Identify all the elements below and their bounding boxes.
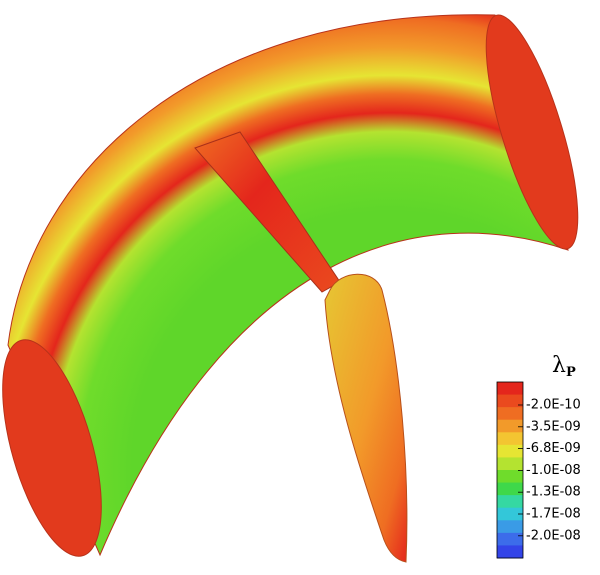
colorbar-step [497,407,523,421]
colorbar-step [497,470,523,484]
duct-surface [7,14,569,557]
legend: λP -2.0E-10 -3.5E-09 -6.8E-09 -1.0E-08 -1.3E… [496,353,581,559]
colorbar-label: -2.0E-08 [526,528,581,543]
legend-subscript: P [566,365,576,380]
colorbar-step [497,394,523,408]
colorbar-step [497,457,523,471]
colorbar-label: -1.7E-08 [526,507,581,522]
colorbar-label: -3.5E-09 [526,419,581,434]
colorbar-step [497,520,523,534]
colorbar-step [497,507,523,521]
colorbar-label: -1.0E-08 [526,463,581,478]
colorbar-step [497,432,523,446]
nacelle [324,273,408,563]
colorbar-step [497,545,523,559]
colorbar-step [497,419,523,433]
duct-end-left [2,339,102,557]
duct-end-right [485,14,579,250]
colorbar-step [497,444,523,458]
colorbar-step [497,495,523,509]
colorbar-step [497,382,523,396]
colorbar-label: -1.3E-08 [526,485,581,500]
colorbar-label: -2.0E-10 [526,398,581,413]
colorbar-label: -6.8E-09 [526,441,581,456]
colorbar-step [497,482,523,496]
legend-symbol: λ [552,353,566,378]
legend-title: λP [552,353,576,380]
colorbar-step [497,532,523,546]
